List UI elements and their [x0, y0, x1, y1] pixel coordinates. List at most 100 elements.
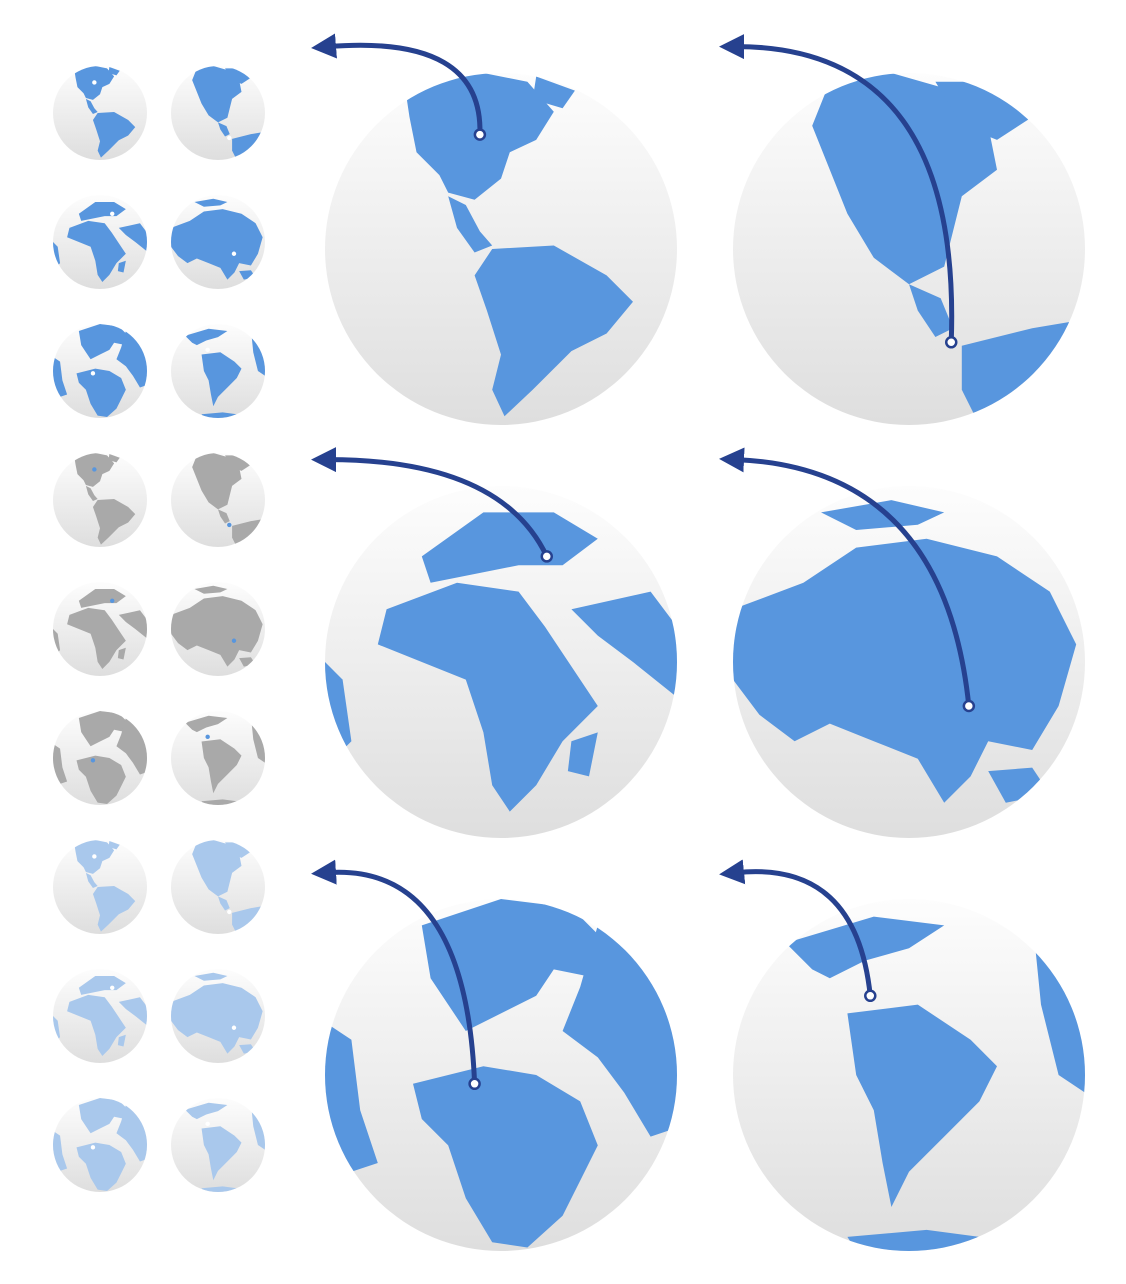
landmass [192, 453, 242, 510]
landmass [185, 1102, 228, 1120]
landmass [85, 485, 98, 501]
landmass [78, 589, 126, 608]
landmass [78, 976, 126, 995]
location-dot [90, 758, 96, 763]
small-globe-icon [171, 711, 265, 805]
large-globe-grid [311, 33, 1085, 1251]
landmass [171, 209, 263, 280]
small-globe-icon [53, 324, 147, 418]
location-dot [231, 251, 237, 256]
landmass [325, 1022, 378, 1172]
location-dot [92, 80, 97, 85]
small-globe-grid [53, 66, 265, 1192]
large-globe-icon [311, 33, 677, 425]
landmass [108, 840, 120, 850]
landmass [78, 202, 126, 221]
location-dot [227, 522, 232, 528]
large-globe-icon [719, 859, 1085, 1251]
landmass [67, 994, 126, 1056]
location-dot [231, 638, 237, 643]
landmass [201, 799, 237, 805]
small-globe-icon [171, 582, 265, 676]
landmass [194, 972, 228, 981]
landmass [847, 1229, 980, 1251]
small-globe-icon [171, 840, 265, 934]
location-pin-icon [962, 699, 976, 713]
landmass [421, 899, 616, 1031]
landmass [812, 73, 997, 285]
landmass [218, 509, 230, 524]
small-globe-icon [53, 711, 147, 805]
arrow-curve [311, 859, 478, 1087]
landmass [733, 538, 1077, 803]
small-globe-icon [171, 66, 265, 160]
landmass [78, 711, 131, 747]
landmass [192, 66, 242, 123]
landmass [474, 245, 633, 417]
landmass [85, 98, 98, 114]
location-dot [227, 909, 232, 915]
landmass [171, 596, 263, 667]
direction-arrow [311, 447, 554, 563]
landmass [909, 284, 953, 337]
direction-arrow [719, 859, 877, 1003]
large-globe-icon [311, 447, 677, 838]
direction-arrow [719, 447, 976, 713]
location-dot [92, 467, 97, 472]
landmass [218, 122, 230, 137]
landmass [194, 198, 228, 207]
continents [53, 976, 147, 1056]
small-globe-icon [53, 453, 147, 547]
landmass [201, 412, 237, 418]
location-dot [110, 211, 115, 216]
arrow-curve [719, 447, 972, 709]
location-dot [90, 371, 96, 376]
landmass [76, 1142, 126, 1192]
continents [171, 972, 263, 1054]
landmass [201, 1126, 242, 1181]
location-dot [110, 598, 115, 603]
landmass [76, 368, 126, 418]
continents [53, 711, 147, 805]
location-dot [231, 1025, 237, 1030]
landmass [92, 886, 136, 932]
small-globe-icon [53, 840, 147, 934]
arrow-curve [311, 447, 550, 559]
landmass [92, 499, 136, 545]
landmass [53, 1130, 68, 1171]
landmass [53, 356, 68, 397]
location-dot [110, 985, 115, 990]
location-dot [92, 854, 97, 859]
large-globe-icon [719, 447, 1085, 838]
landmass [185, 715, 228, 733]
landmass [118, 223, 147, 252]
small-globe-icon [171, 324, 265, 418]
landmass [92, 112, 136, 158]
landmass [448, 196, 493, 253]
landmass [201, 739, 242, 794]
landmass [785, 916, 945, 979]
direction-arrow [719, 34, 958, 349]
landmass [78, 1098, 131, 1134]
small-globe-icon [53, 1098, 147, 1192]
location-dot [90, 1145, 96, 1150]
small-globe-icon [171, 453, 265, 547]
landmass [108, 453, 120, 463]
continents [812, 73, 1085, 425]
small-globe-icon [53, 969, 147, 1063]
landmass [821, 500, 945, 530]
landmass [185, 328, 228, 346]
landmass [201, 1186, 237, 1192]
arrow-curve [719, 34, 955, 345]
landmass [201, 352, 242, 407]
arrow-curve [719, 859, 873, 999]
location-dot [227, 135, 232, 141]
location-pin-icon [473, 128, 487, 141]
location-pin-icon [468, 1077, 481, 1091]
landmass [67, 607, 126, 669]
small-globe-icon [53, 195, 147, 289]
landmass [117, 647, 126, 660]
landmass [118, 610, 147, 639]
landmass [377, 582, 598, 812]
